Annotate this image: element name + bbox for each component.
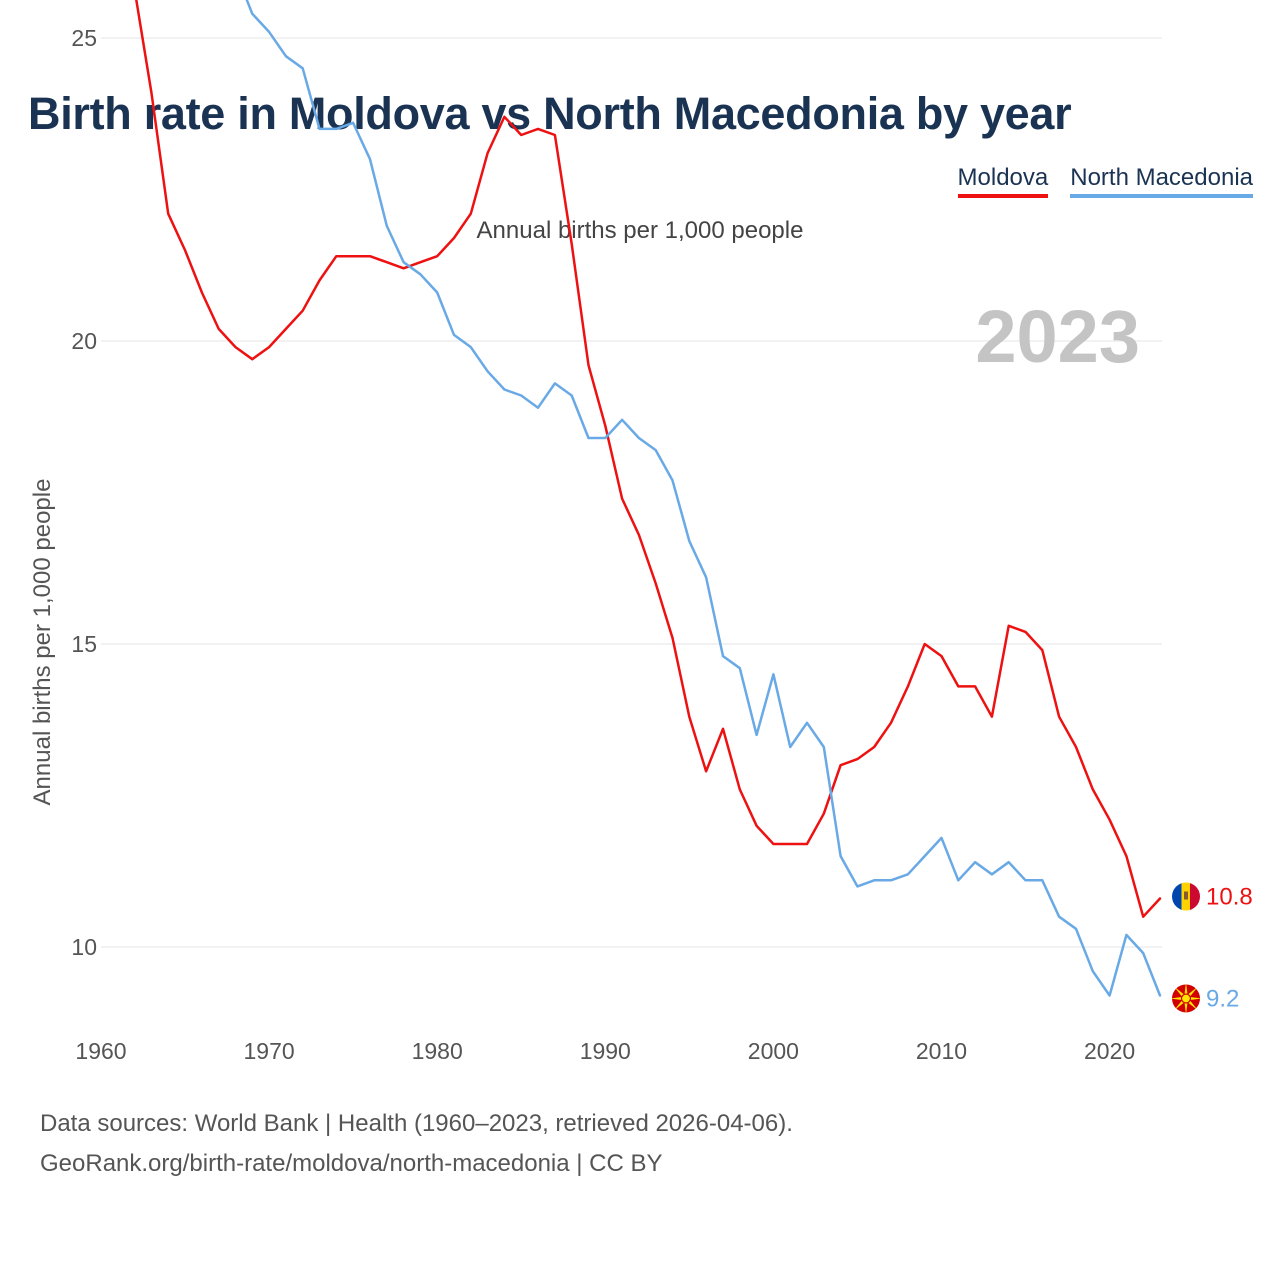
north-macedonia-flag-icon — [1172, 984, 1200, 1013]
y-tick-label: 20 — [71, 328, 97, 354]
end-value-label-moldova: 10.8 — [1206, 884, 1253, 911]
footer-sources: Data sources: World Bank | Health (1960–… — [40, 1110, 793, 1137]
x-tick-label: 2000 — [748, 1038, 799, 1064]
y-axis-label: Annual births per 1,000 people — [29, 479, 56, 806]
x-tick-label: 1970 — [244, 1038, 295, 1064]
y-axis-ticks: 1015202530 — [71, 25, 97, 960]
chart-subtitle: Annual births per 1,000 people — [476, 217, 804, 244]
x-tick-label: 2010 — [916, 1038, 967, 1064]
legend: Moldova North Macedonia — [957, 164, 1253, 198]
y-tick-label: 10 — [71, 934, 97, 960]
x-tick-label: 2020 — [1084, 1038, 1135, 1064]
gridlines — [101, 37, 1162, 948]
series-line-north-macedonia[interactable] — [101, 0, 1162, 997]
end-value-label-north-macedonia: 9.2 — [1206, 985, 1239, 1012]
y-tick-label: 15 — [71, 631, 97, 657]
line-chart: 2023 1015202530 196019701980199020002010… — [29, 0, 1253, 1064]
x-tick-label: 1960 — [75, 1038, 126, 1064]
moldova-flag-icon — [1172, 882, 1200, 911]
y-tick-label: 25 — [71, 25, 97, 51]
x-tick-label: 1980 — [412, 1038, 463, 1064]
footer-attribution[interactable]: GeoRank.org/birth-rate/moldova/north-mac… — [40, 1150, 663, 1177]
series-group — [101, 0, 1162, 997]
series-line-moldova[interactable] — [101, 0, 1162, 918]
end-markers: 10.8 9.2 — [1172, 882, 1253, 1013]
x-tick-label: 1990 — [580, 1038, 631, 1064]
legend-item-north-macedonia[interactable]: North Macedonia — [1070, 164, 1253, 198]
year-overlay: 2023 — [975, 295, 1140, 378]
chart-title: Birth rate in Moldova vs North Macedonia… — [28, 88, 1072, 139]
x-axis-ticks: 1960 1970 1980 1990 2000 2010 2020 — [75, 1038, 1135, 1064]
footer: Data sources: World Bank | Health (1960–… — [40, 1104, 793, 1184]
legend-item-moldova[interactable]: Moldova — [957, 164, 1049, 198]
